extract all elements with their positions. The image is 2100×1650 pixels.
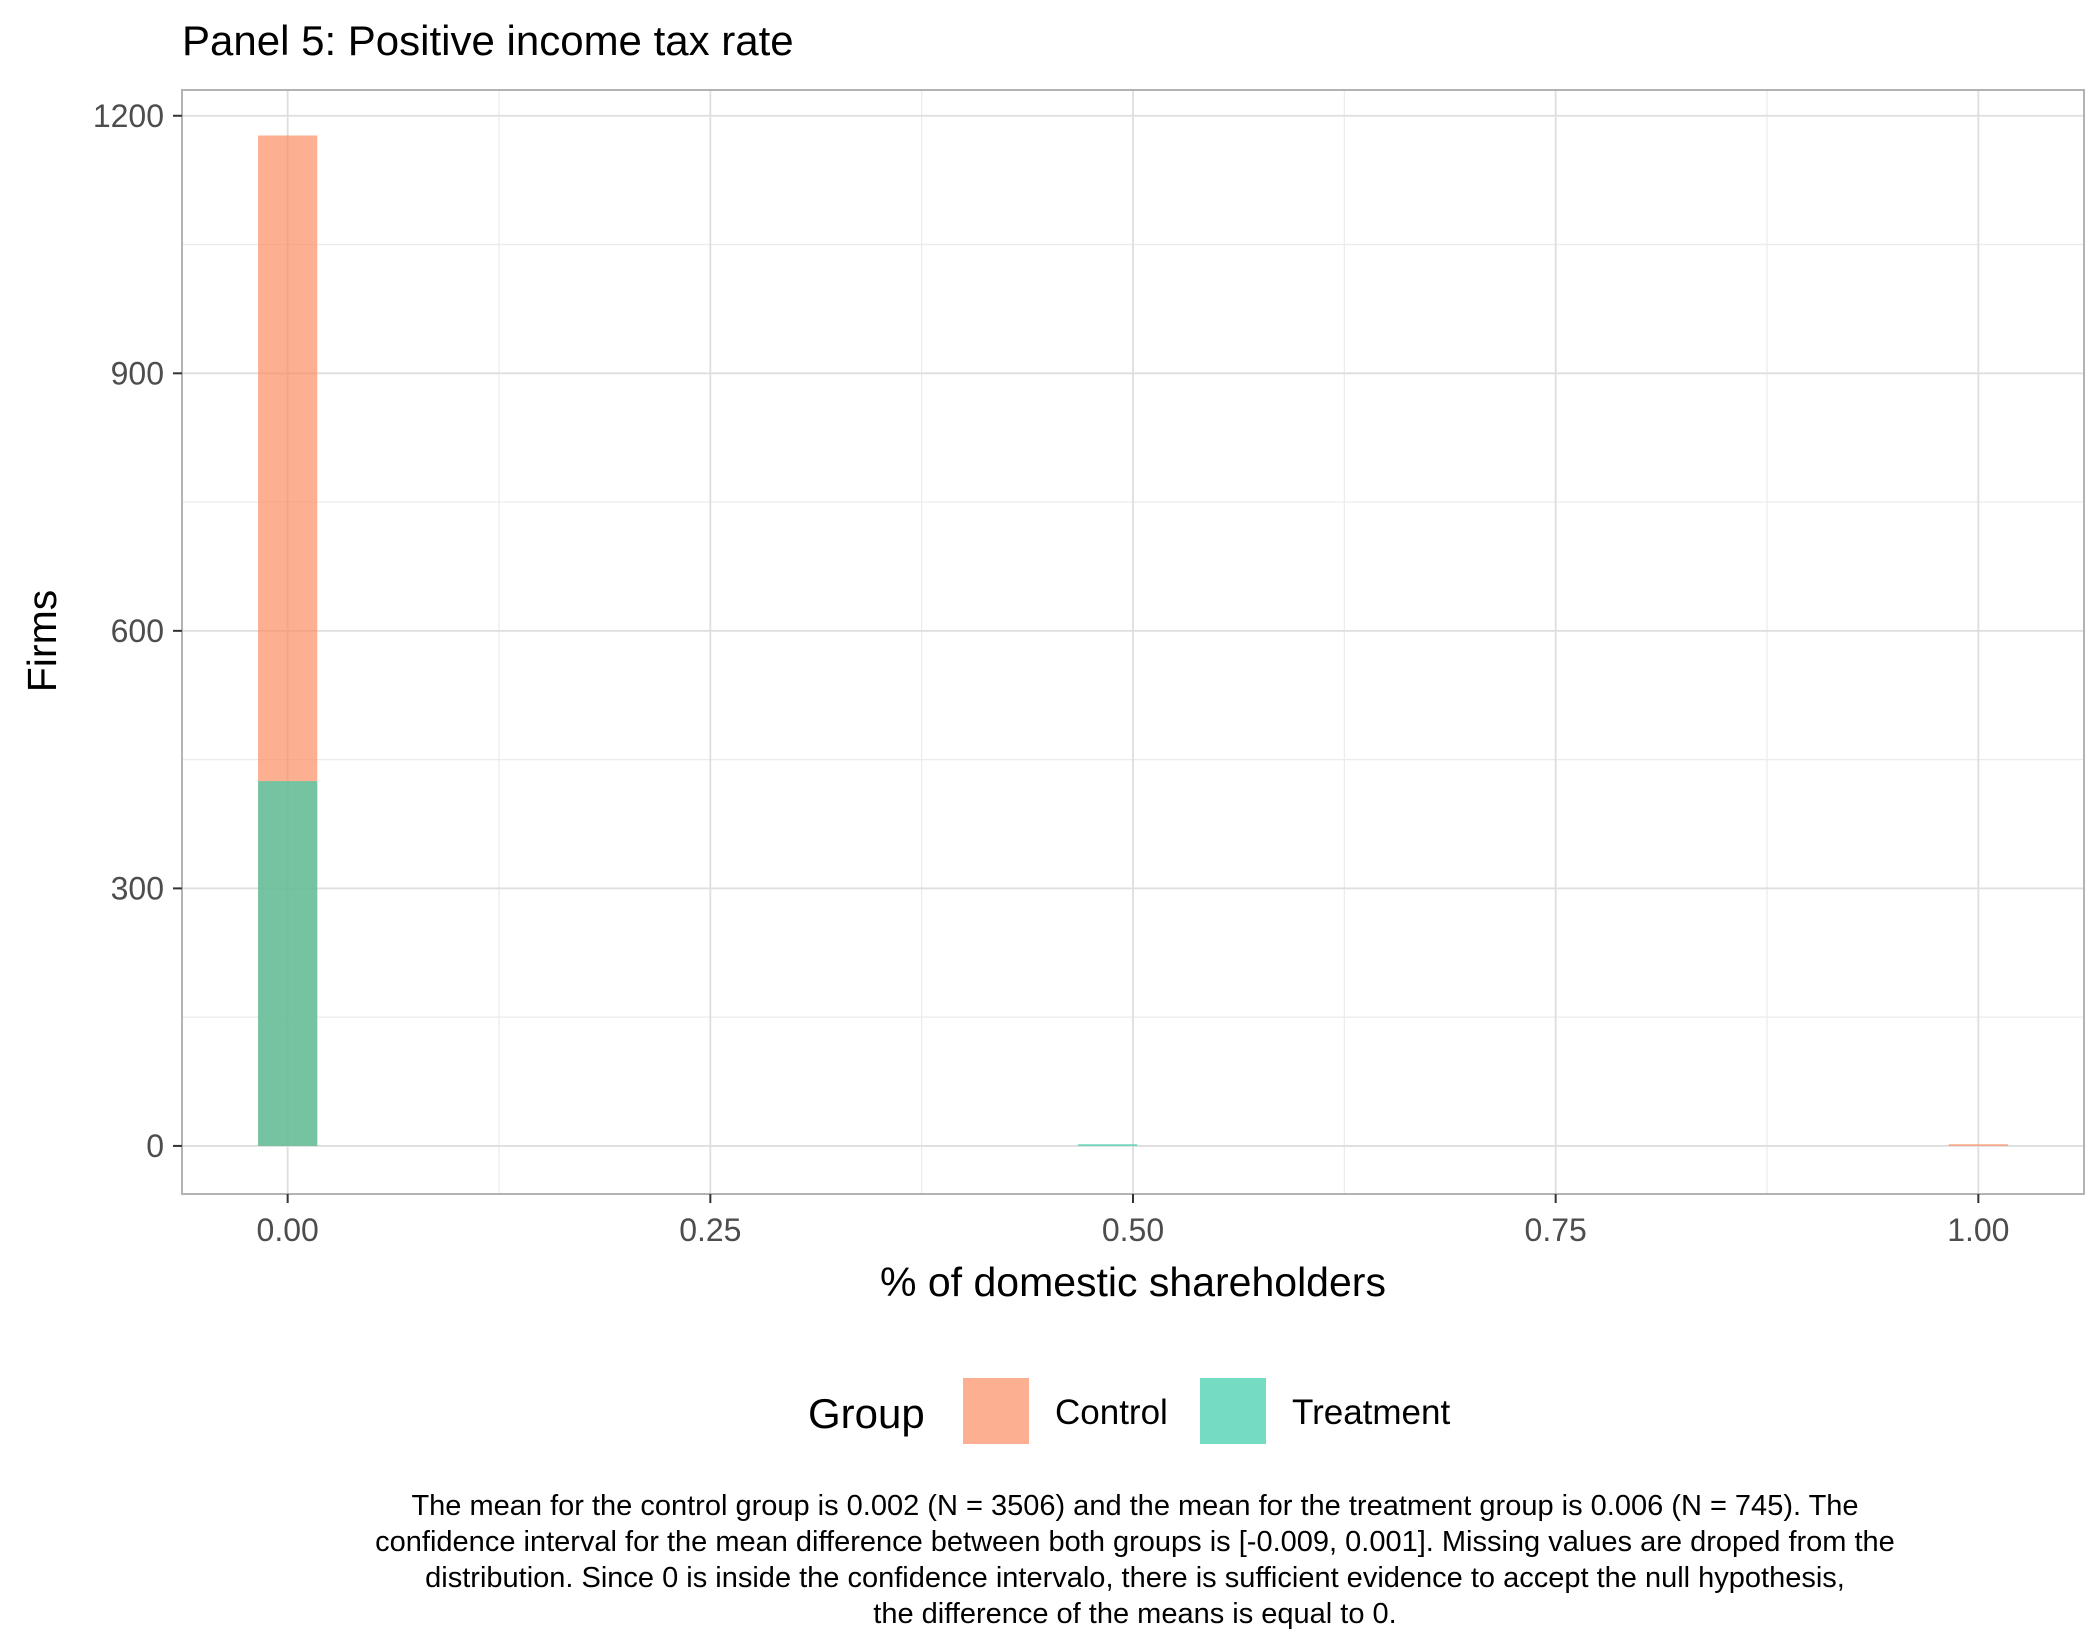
y-axis-label: Firms [19,590,65,692]
legend-swatch-control [963,1378,1029,1444]
x-tick-label: 0.50 [1102,1212,1164,1248]
x-tick-label: 1.00 [1947,1212,2009,1248]
y-tick-label: 600 [111,613,164,649]
caption-line: distribution. Since 0 is inside the conf… [425,1562,1845,1594]
x-tick-label: 0.25 [679,1212,741,1248]
y-axis: 0 300 600 900 1200 [93,98,182,1164]
y-tick-label: 900 [111,355,164,391]
legend-label-control: Control [1055,1393,1168,1432]
caption-line: the difference of the means is equal to … [873,1598,1397,1630]
x-tick-label: 0.00 [257,1212,319,1248]
legend: Group Control Treatment [808,1378,1450,1444]
plot-area [181,89,2085,1195]
y-tick-label: 1200 [93,98,164,134]
legend-swatch-treatment [1200,1378,1266,1444]
caption: The mean for the control group is 0.002 … [180,1488,2090,1632]
x-axis: 0.00 0.25 0.50 0.75 1.00 [257,1194,2009,1248]
bar-control [1948,1144,2008,1146]
y-tick-label: 300 [111,870,164,906]
caption-line: The mean for the control group is 0.002 … [411,1490,1859,1522]
chart-title: Panel 5: Positive income tax rate [182,17,794,64]
bar-treatment [1078,1144,1138,1146]
bars [258,135,2008,1146]
legend-label-treatment: Treatment [1292,1393,1450,1432]
caption-line: confidence interval for the mean differe… [375,1526,1895,1558]
y-tick-label: 0 [146,1128,164,1164]
legend-title: Group [808,1390,925,1437]
x-axis-label: % of domestic shareholders [880,1259,1386,1305]
x-tick-label: 0.75 [1525,1212,1587,1248]
bar-treatment [258,781,318,1146]
